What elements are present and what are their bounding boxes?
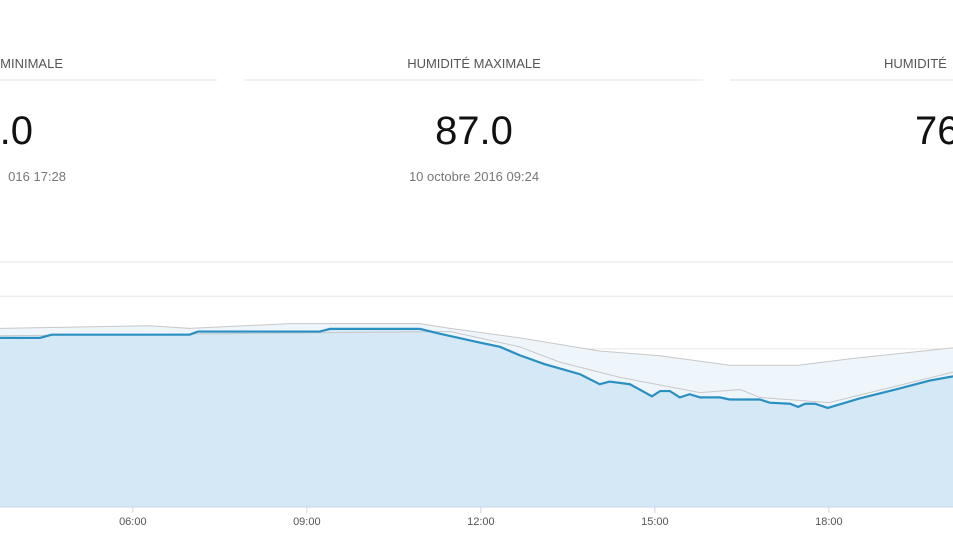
card-date: 10 octobre 2016 09:24 bbox=[409, 169, 539, 184]
x-tick-label: 15:00 bbox=[641, 516, 669, 528]
card-value: 87.0 bbox=[435, 109, 513, 153]
area-fill bbox=[0, 328, 953, 507]
x-tick-label: 06:00 bbox=[119, 516, 147, 528]
envelope-line bbox=[0, 331, 953, 404]
card-date: 016 17:28 bbox=[8, 169, 66, 184]
card-title: HUMIDITÉ MAXIMALE bbox=[407, 56, 541, 71]
card-value: 76 bbox=[915, 109, 953, 153]
card-title: MINIMALE bbox=[0, 56, 63, 71]
x-tick-label: 12:00 bbox=[467, 516, 495, 528]
card-title: HUMIDITÉ bbox=[884, 56, 947, 71]
x-tick-label: 18:00 bbox=[815, 516, 843, 528]
x-tick-label: 09:00 bbox=[293, 516, 321, 528]
envelope-line bbox=[0, 323, 953, 366]
card-value: .0 bbox=[0, 109, 33, 153]
stat-cards: MINIMALE .0 016 17:28 HUMIDITÉ MAXIMALE … bbox=[0, 56, 953, 184]
chart: 06:00 09:00 12:00 15:00 18:00 bbox=[0, 295, 953, 528]
series-line bbox=[0, 327, 953, 410]
